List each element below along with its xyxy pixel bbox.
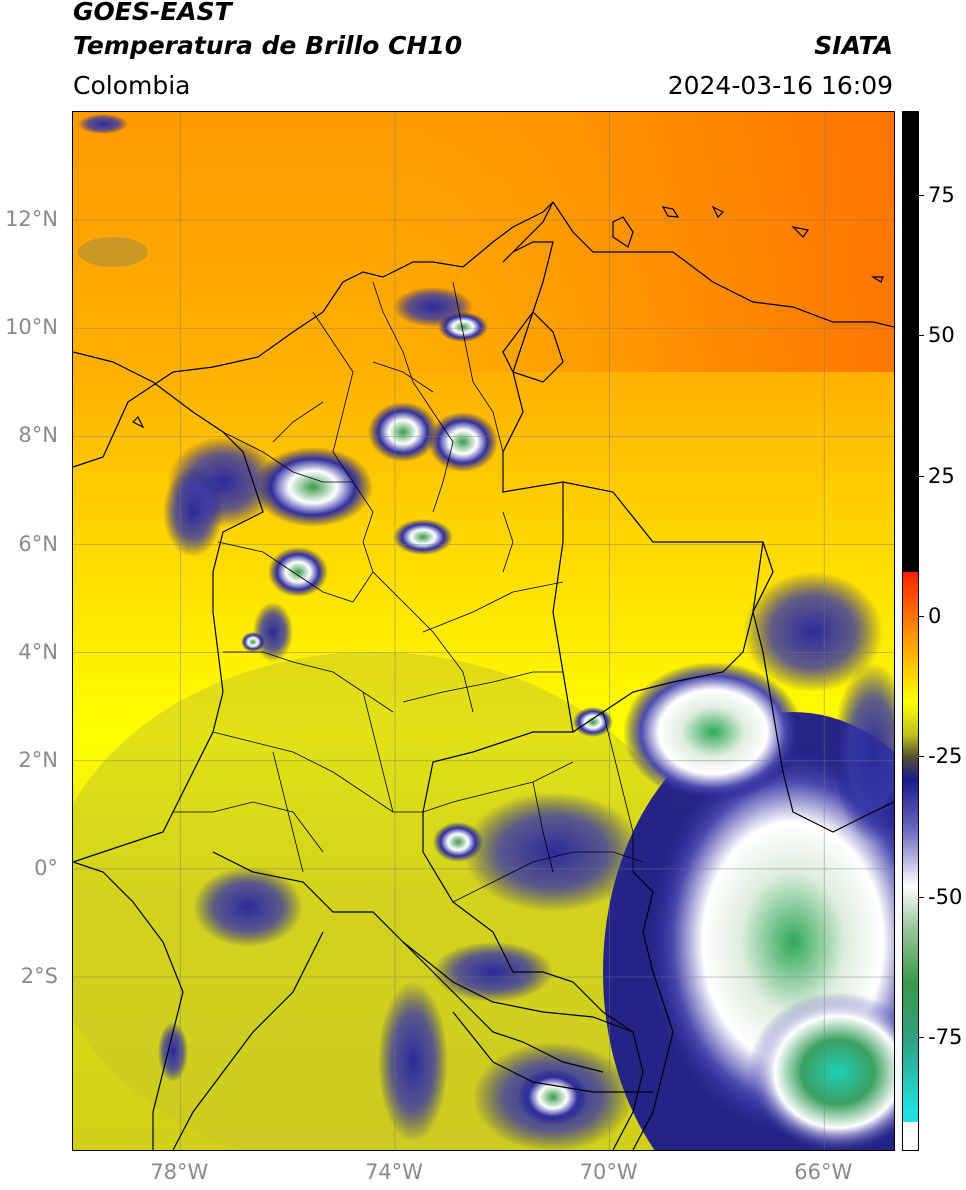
graticule	[73, 112, 894, 1150]
satellite-map	[72, 111, 895, 1151]
ecuador-peru-border	[172, 931, 324, 1150]
colorbar-tick	[918, 615, 924, 617]
colorbar-tick-label: -50	[928, 884, 963, 909]
peru-ecuador-colombia-border	[212, 851, 604, 1073]
colorbar-tick-label: 50	[928, 323, 955, 348]
cloud-regions	[78, 114, 894, 1150]
longitude-label: 66°W	[794, 1160, 853, 1184]
brazil-venezuela-border	[752, 541, 894, 833]
colorbar	[902, 111, 919, 1151]
venezuela-coast	[552, 201, 894, 328]
latitude-label: 12°N	[5, 207, 58, 232]
ecuador-coast	[73, 861, 184, 1150]
brazil-colombia-border	[632, 871, 674, 1150]
department-borders	[173, 281, 644, 903]
latitude-label: 0°	[34, 855, 58, 880]
region-label: Colombia	[73, 71, 191, 100]
pacific-coast	[73, 351, 264, 863]
latitude-label: 8°N	[18, 423, 58, 448]
colorbar-tick	[918, 896, 924, 898]
map-title-line2: Temperatura de Brillo CH10	[73, 31, 463, 60]
colorbar-tick-label: -25	[928, 744, 963, 769]
amazon-border	[452, 1011, 653, 1093]
colorbar-tick-label: -75	[928, 1024, 963, 1049]
longitude-label: 70°W	[579, 1160, 638, 1184]
coastlines-borders	[73, 201, 894, 1150]
agency-label: SIATA	[814, 31, 893, 60]
guajira-border	[512, 241, 554, 373]
colorbar-tick-label: 25	[928, 463, 955, 488]
longitude-label: 78°W	[150, 1160, 209, 1184]
colorbar-tick	[918, 195, 924, 197]
map-canvas	[73, 112, 894, 1150]
datetime-label: 2024-03-16 16:09	[667, 71, 893, 100]
colorbar-tick-label: 75	[928, 183, 955, 208]
latitude-label: 2°S	[20, 964, 58, 988]
colorbar-tick	[918, 1036, 924, 1038]
latitude-label: 6°N	[18, 531, 58, 556]
colorbar-tick-label: 0	[928, 603, 942, 628]
caribbean-coast	[73, 201, 554, 468]
latitude-label: 2°N	[18, 747, 58, 772]
longitude-label: 74°W	[364, 1160, 423, 1184]
vichada-border	[552, 482, 574, 733]
colorbar-tick	[918, 475, 924, 477]
putumayo-border	[402, 941, 634, 1033]
latitude-label: 4°N	[18, 639, 58, 664]
olive-area	[73, 652, 703, 1150]
colorbar-tick	[918, 335, 924, 337]
latitude-label: 10°N	[5, 315, 58, 340]
colorbar-tick	[918, 756, 924, 758]
maracaibo-lake	[502, 311, 564, 383]
map-title-line1: GOES-EAST	[73, 0, 232, 26]
islands	[131, 205, 884, 429]
